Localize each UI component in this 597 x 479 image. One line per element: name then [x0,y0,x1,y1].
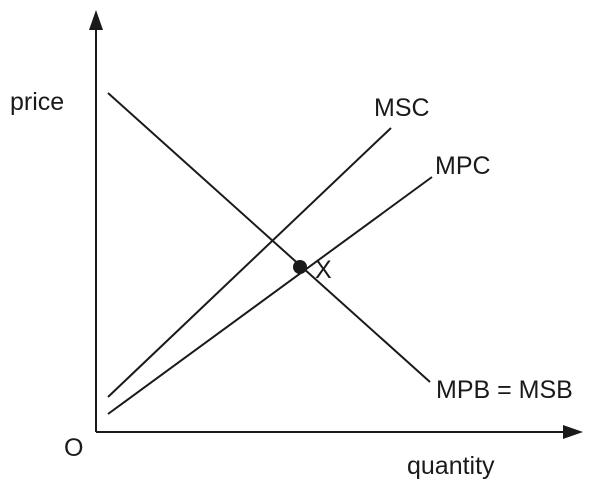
point-x-marker [293,260,307,274]
msc-label: MSC [374,94,430,122]
mpb-msb-label: MPB = MSB [436,376,573,404]
point-x-label: X [315,256,332,284]
origin-label: O [64,434,83,462]
x-axis-arrowhead [563,425,583,439]
msc-line [107,127,392,398]
y-axis-label: price [10,88,64,116]
mpc-label: MPC [435,152,491,180]
y-axis-arrowhead [89,10,103,30]
x-axis-label: quantity [407,452,495,479]
mpb-msb-line [107,92,431,383]
mpc-line [107,176,433,415]
